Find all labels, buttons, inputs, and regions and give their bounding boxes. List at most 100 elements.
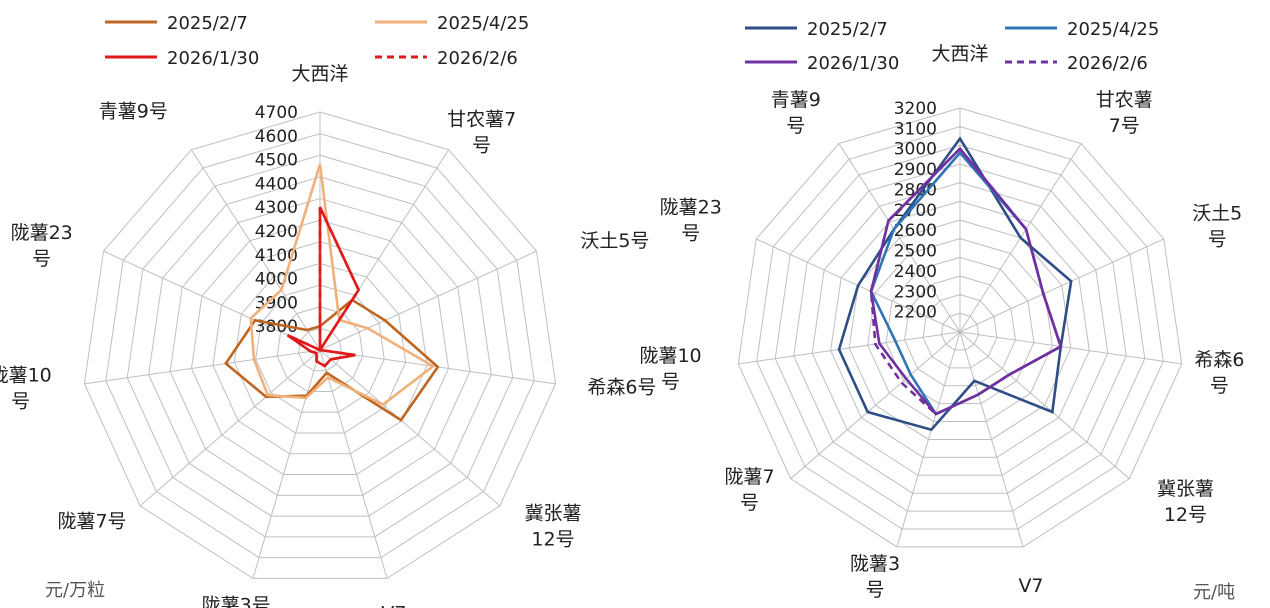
category-label-line: 陇薯7 [725, 466, 775, 488]
category-label: 大西洋 [931, 43, 988, 65]
tick-label: 4500 [255, 151, 298, 171]
grid-ring [105, 133, 535, 559]
unit-label: 元/万粒 [45, 580, 105, 601]
legend-label: 2026/2/6 [1067, 53, 1148, 74]
grid-ring [811, 182, 1109, 476]
tick-label: 4400 [255, 174, 298, 194]
category-label: 陇薯3号 [202, 594, 271, 608]
category-label-line: 陇薯23 [11, 222, 73, 244]
grid-spoke [959, 331, 1130, 480]
tick-label: 4100 [255, 246, 298, 266]
category-label: 大西洋 [291, 63, 348, 85]
grid-ring [190, 219, 450, 476]
series-line-2025-4-25 [249, 163, 436, 407]
tick-label: 2500 [894, 242, 937, 262]
tick-label: 2600 [894, 221, 937, 241]
category-label: 陇薯7号 [57, 511, 126, 533]
grid-ring [867, 238, 1053, 423]
legend-label: 2026/1/30 [807, 53, 899, 74]
grid-spoke [252, 349, 321, 579]
grid-ring [774, 144, 1146, 512]
tick-label: 4600 [255, 127, 298, 147]
tick-label: 2900 [894, 160, 937, 180]
grid-ring [148, 176, 492, 517]
series-line-2025-2-7 [224, 298, 440, 422]
grid-ring [83, 111, 557, 579]
series-line-2026-2-6 [286, 206, 361, 368]
category-label-line: 青薯9号 [99, 101, 168, 123]
grid-spoke [790, 331, 961, 480]
tick-label: 3900 [255, 293, 298, 313]
legend-2: 2025/2/7 2025/4/25 2026/1/30 2026/2/6 [745, 19, 1159, 74]
category-label: 陇薯10 号 [639, 345, 701, 393]
category-label-line: 陇薯3号 [202, 594, 271, 608]
series-line-2026-2-6 [869, 146, 1063, 416]
category-label-line: 甘农薯7 [447, 109, 516, 131]
category-label-line: 沃土5号 [580, 230, 649, 252]
grid-spoke [103, 250, 321, 351]
category-label: V7 [381, 602, 406, 608]
unit-label: 元/吨 [1193, 582, 1235, 603]
category-label: 冀张薯 12号 [1157, 478, 1214, 526]
category-label: 陇薯23 号 [660, 196, 722, 244]
grid-ring [793, 163, 1127, 494]
grid-ring [922, 294, 998, 369]
grid-spoke [738, 331, 961, 365]
category-label-line: 号 [865, 579, 884, 601]
grid-ring [276, 306, 364, 393]
category-label: V7 [1018, 575, 1043, 597]
tick-label: 4000 [255, 270, 298, 290]
grid-spoke [838, 143, 961, 333]
category-label: 沃土5 号 [1192, 202, 1242, 250]
category-label-line: 大西洋 [291, 63, 348, 85]
grid-spoke [319, 250, 537, 351]
category-label: 青薯9号 [99, 101, 168, 123]
legend-label: 2026/1/30 [167, 48, 259, 69]
tick-label: 2200 [894, 303, 937, 323]
category-label-line: 青薯9 [771, 89, 821, 111]
category-label: 希森6 号 [1194, 349, 1244, 397]
grid-spoke [319, 349, 388, 579]
category-label: 陇薯7 号 [725, 466, 775, 514]
category-label-line: 陇薯3 [850, 553, 900, 575]
grid-spoke [896, 331, 961, 548]
radar-chart-2: 2200230024002500260027002800290030003100… [639, 43, 1244, 601]
category-label-line: 沃土5 [1192, 202, 1242, 224]
tick-label: 4200 [255, 222, 298, 242]
grid-ring [830, 200, 1090, 458]
category-label-line: V7 [1018, 575, 1043, 597]
category-label: 沃土5号 [580, 230, 649, 252]
grid-ring [255, 284, 385, 413]
grid-ring [737, 107, 1183, 548]
tick-label: 2400 [894, 262, 937, 282]
category-label: 冀张薯 12号 [524, 503, 581, 551]
category-label-line: 陇薯7号 [57, 511, 126, 533]
legend-label: 2025/4/25 [437, 13, 529, 34]
grid-spoke [959, 331, 1024, 548]
category-label-line: 号 [1210, 375, 1229, 397]
category-label: 陇薯10 号 [0, 364, 52, 412]
category-label-line: 希森6号 [587, 376, 656, 398]
category-label-line: 12号 [531, 529, 574, 551]
tick-label: 3200 [894, 99, 937, 119]
category-label-line: 号 [1208, 228, 1227, 250]
legend-1: 2025/2/7 2025/4/25 2026/1/30 2026/2/6 [105, 13, 529, 69]
legend-label: 2026/2/6 [437, 48, 518, 69]
grid-spoke [959, 331, 1182, 365]
legend-label: 2025/4/25 [1067, 19, 1159, 40]
grid-ring [848, 219, 1072, 440]
category-label-line: 陇薯10 [0, 364, 52, 386]
tick-label: 4700 [255, 103, 298, 123]
grid-ring [298, 327, 342, 372]
grid-spoke [959, 238, 1164, 333]
category-label-line: 冀张薯 [1157, 478, 1214, 500]
tick-label: 3000 [894, 140, 937, 160]
category-label-line: 大西洋 [931, 43, 988, 65]
grid-ring [233, 262, 407, 434]
tick-label: 2800 [894, 180, 937, 200]
category-label-line: 号 [740, 492, 759, 514]
category-label-line: 希森6 [1194, 349, 1244, 371]
